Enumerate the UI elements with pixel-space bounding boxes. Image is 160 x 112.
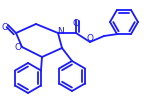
Text: O: O bbox=[87, 33, 93, 42]
Text: O: O bbox=[72, 18, 80, 28]
Text: O: O bbox=[1, 23, 8, 31]
Text: O: O bbox=[15, 42, 21, 52]
Text: N: N bbox=[58, 27, 64, 36]
